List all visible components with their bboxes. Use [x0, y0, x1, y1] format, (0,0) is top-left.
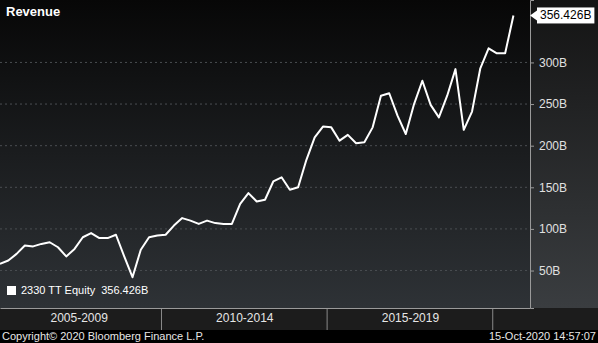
- y-tick: 200B: [530, 139, 567, 153]
- plot-background: [0, 0, 530, 308]
- y-tick-label: 200B: [539, 139, 567, 153]
- y-tick: 100B: [530, 222, 567, 236]
- x-axis-line: [1, 308, 531, 309]
- legend-swatch: [7, 286, 16, 295]
- y-tick-mark: [530, 62, 534, 63]
- x-dividers: [161, 308, 492, 330]
- y-axis: 50B 100B 150B 200B 250B 300B: [530, 1, 567, 309]
- y-tick-label: 100B: [539, 222, 567, 236]
- legend-value: 356.426B: [101, 284, 148, 296]
- grid-line: [0, 104, 530, 105]
- y-tick-mark: [530, 229, 534, 230]
- y-tick-mark: [530, 104, 534, 105]
- data-label-pointer: [530, 10, 537, 20]
- y-tick: 50B: [530, 264, 560, 278]
- y-tick: 250B: [530, 97, 567, 111]
- data-label-box: [537, 7, 594, 23]
- data-label: 356.426B: [530, 7, 594, 23]
- y-axis-background: [530, 0, 598, 308]
- footer-timestamp: 15-Oct-2020 14:57:07: [489, 330, 596, 342]
- grid: [0, 62, 530, 270]
- y-tick-label: 50B: [539, 264, 560, 278]
- x-tick: 2010-2014: [216, 308, 274, 325]
- x-axis-background: [0, 308, 598, 330]
- x-divider: [327, 308, 328, 330]
- y-tick-mark: [530, 187, 534, 188]
- x-tick-label: 2010-2014: [216, 311, 274, 325]
- footer-background: [0, 330, 598, 343]
- x-tick: 2005-2009: [50, 308, 108, 325]
- y-tick: 150B: [530, 181, 567, 195]
- legend: 2330 TT Equity 356.426B: [7, 284, 148, 296]
- y-tick-label: 250B: [539, 97, 567, 111]
- grid-line: [0, 187, 530, 188]
- x-divider: [161, 308, 162, 330]
- chart: 50B 100B 150B 200B 250B 300B 2005-2009 2010-201…: [0, 0, 598, 343]
- x-tick: 2015-2019: [382, 308, 440, 325]
- y-tick-mark: [530, 271, 534, 272]
- footer-copyright: Copyright© 2020 Bloomberg Finance L.P.: [2, 330, 204, 342]
- series-line: [0, 15, 513, 277]
- y-tick-mark: [530, 146, 534, 147]
- title: Revenue: [6, 4, 60, 19]
- x-axis: 2005-2009 2010-2014 2015-2019: [1, 308, 531, 325]
- grid-line: [0, 270, 530, 271]
- y-tick: 300B: [530, 56, 567, 70]
- legend-label: 2330 TT Equity: [21, 284, 96, 296]
- data-label-text: 356.426B: [540, 8, 591, 22]
- y-tick-label: 300B: [539, 56, 567, 70]
- series-group: [0, 15, 513, 277]
- y-axis-line: [531, 1, 535, 309]
- x-tick-label: 2015-2019: [382, 311, 440, 325]
- x-divider: [492, 308, 493, 330]
- y-tick-label: 150B: [539, 181, 567, 195]
- grid-line: [0, 145, 530, 146]
- grid-line: [0, 228, 530, 229]
- grid-line: [0, 62, 530, 63]
- x-tick-label: 2005-2009: [50, 311, 108, 325]
